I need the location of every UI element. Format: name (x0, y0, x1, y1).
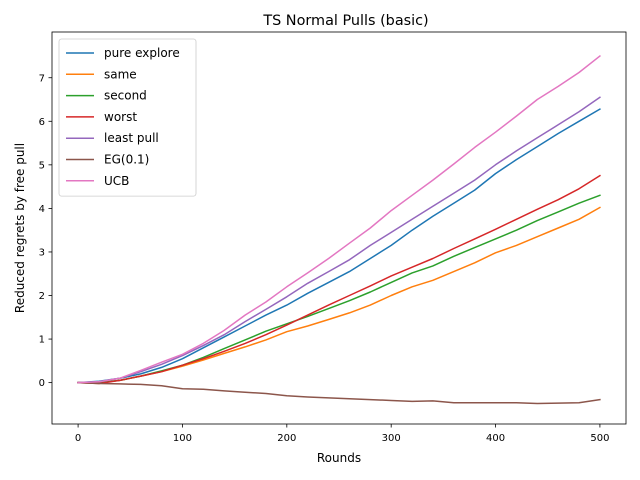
x-tick-label: 0 (75, 433, 81, 444)
y-tick-label: 4 (39, 204, 45, 215)
legend: pure explore same second worst least pull EG(… (58, 38, 197, 197)
series-layer (77, 54, 601, 405)
legend-label: second (104, 89, 147, 103)
axes-layer: 0 100 200 300 400 500 0 1 2 3 4 5 6 7 (39, 73, 610, 444)
y-tick-label: 3 (39, 248, 45, 259)
series-line-pure-explore (77, 108, 601, 384)
x-tick-label: 500 (590, 433, 609, 444)
legend-label: pure explore (104, 46, 180, 60)
legend-label: least pull (104, 131, 159, 145)
series-line-worst (77, 174, 601, 385)
y-tick-label: 0 (39, 378, 45, 389)
y-tick-label: 5 (39, 160, 45, 171)
legend-label: UCB (104, 174, 129, 188)
y-tick-label: 1 (39, 335, 45, 346)
plot-frame (51, 31, 627, 425)
x-axis-label: Rounds (317, 451, 361, 465)
x-tick-label: 100 (173, 433, 192, 444)
legend-label: EG(0.1) (104, 153, 149, 167)
x-tick-label: 200 (277, 433, 296, 444)
y-tick-label: 7 (39, 73, 45, 84)
x-tick-label: 300 (382, 433, 401, 444)
legend-label: worst (104, 110, 137, 124)
y-tick-label: 2 (39, 291, 45, 302)
legend-label: same (104, 67, 137, 81)
y-axis-label: Reduced regrets by free pull (13, 143, 27, 313)
legend-box (58, 38, 197, 197)
x-tick-label: 400 (486, 433, 505, 444)
series-line-eg-0-1 (77, 381, 601, 405)
y-tick-label: 6 (39, 117, 45, 128)
series-line-ucb (77, 54, 601, 384)
chart-title: TS Normal Pulls (basic) (262, 13, 428, 29)
series-line-least-pull (77, 96, 601, 384)
